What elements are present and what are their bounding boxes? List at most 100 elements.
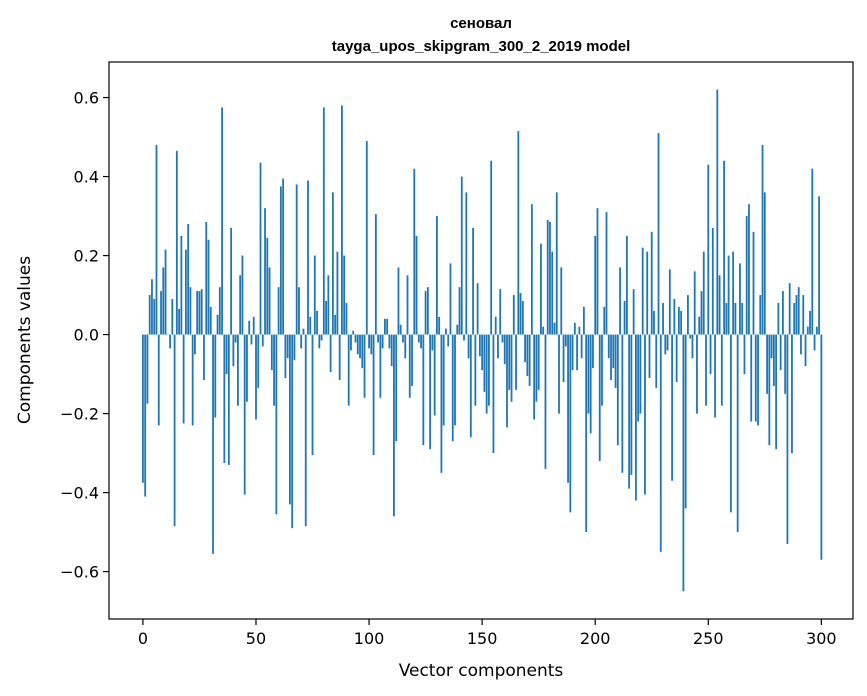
bar (718, 275, 721, 335)
bar (370, 334, 373, 355)
bar (748, 204, 750, 335)
bar (813, 334, 816, 351)
bar (632, 289, 635, 335)
bar (191, 334, 194, 426)
bar (243, 334, 246, 495)
bar (519, 293, 522, 335)
bar (499, 289, 502, 335)
bar-series (142, 89, 823, 592)
bar (178, 308, 181, 335)
bar (347, 334, 350, 406)
bar (184, 249, 187, 335)
bar (506, 334, 508, 428)
bar (483, 334, 486, 392)
bar (146, 334, 149, 404)
bar (603, 306, 606, 335)
bar (200, 289, 203, 335)
bar (655, 334, 658, 388)
bar (456, 324, 459, 335)
bar (540, 243, 542, 335)
bar (383, 318, 386, 335)
bar (411, 334, 413, 386)
bar (630, 334, 633, 475)
bar (705, 334, 707, 406)
bar (160, 291, 162, 335)
bar (151, 279, 153, 335)
bar (784, 334, 787, 394)
bar (316, 310, 318, 335)
bar (343, 255, 346, 335)
bar (741, 302, 744, 335)
bar (198, 291, 201, 335)
bar (336, 251, 339, 335)
chart-title: сеновал (450, 15, 512, 32)
bar (406, 275, 409, 335)
bar (528, 334, 531, 386)
bar (752, 231, 755, 335)
bar (641, 247, 644, 335)
bar (497, 334, 499, 359)
bar (775, 334, 778, 450)
bar (402, 334, 404, 343)
bar (408, 334, 411, 398)
bar (526, 334, 529, 377)
bar (417, 334, 420, 343)
bar (175, 150, 178, 335)
bar (182, 334, 185, 424)
bar (711, 227, 714, 335)
bar (562, 334, 565, 382)
bar (445, 328, 447, 335)
bar (535, 334, 538, 402)
bar (734, 302, 737, 335)
bar (467, 334, 470, 359)
bar (569, 334, 572, 513)
bar (266, 237, 269, 335)
bar (671, 334, 673, 481)
bar (436, 216, 438, 335)
bar (255, 334, 257, 420)
x-tick-label: 300 (806, 629, 837, 648)
bar (680, 310, 683, 335)
bar (675, 334, 678, 382)
bar (610, 334, 612, 380)
chart-subtitle: tayga_upos_skipgram_300_2_2019 model (332, 38, 631, 55)
bar (148, 295, 151, 335)
bar (291, 334, 294, 529)
bar (341, 105, 343, 335)
bar (571, 334, 574, 371)
bar (241, 255, 244, 335)
bar (293, 334, 296, 361)
bar (454, 334, 456, 426)
bar (644, 334, 646, 495)
bar (381, 334, 384, 349)
bar (300, 334, 303, 349)
bar (194, 334, 196, 355)
bar (689, 334, 692, 339)
bar (795, 295, 798, 335)
bar (582, 306, 585, 335)
bar (696, 334, 698, 414)
bar (809, 310, 811, 335)
bar (388, 334, 391, 349)
bar (763, 192, 766, 335)
y-tick-label: −0.4 (60, 484, 99, 503)
bar (474, 334, 477, 406)
bar (551, 251, 554, 335)
bar (739, 263, 741, 335)
bar (757, 334, 759, 426)
x-tick-label: 200 (580, 629, 611, 648)
bar (397, 267, 400, 335)
bar (227, 334, 230, 465)
bar (169, 334, 171, 349)
bar (759, 295, 762, 335)
bar (714, 334, 716, 418)
bar (239, 275, 242, 335)
bar (777, 302, 780, 335)
bar (745, 216, 748, 335)
y-tick-label: 0.4 (74, 168, 99, 187)
bar (542, 326, 545, 335)
bar (277, 287, 280, 335)
bar (585, 334, 588, 533)
bar (286, 334, 289, 359)
bar (173, 334, 176, 527)
